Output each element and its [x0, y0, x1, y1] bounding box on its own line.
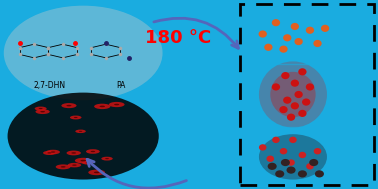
Ellipse shape	[71, 152, 76, 154]
Ellipse shape	[4, 6, 163, 100]
Ellipse shape	[74, 117, 77, 118]
Ellipse shape	[8, 93, 159, 180]
Ellipse shape	[259, 61, 327, 128]
Ellipse shape	[281, 159, 290, 166]
Ellipse shape	[289, 137, 297, 143]
Ellipse shape	[51, 151, 55, 153]
Ellipse shape	[259, 30, 267, 38]
Ellipse shape	[264, 44, 273, 51]
Ellipse shape	[43, 151, 56, 155]
Ellipse shape	[287, 167, 296, 174]
Ellipse shape	[35, 107, 46, 111]
Ellipse shape	[272, 83, 280, 91]
Ellipse shape	[272, 19, 280, 26]
Ellipse shape	[109, 102, 125, 107]
Ellipse shape	[114, 104, 119, 105]
Text: 180 °C: 180 °C	[144, 29, 211, 47]
Ellipse shape	[306, 83, 314, 91]
Ellipse shape	[56, 164, 71, 169]
Ellipse shape	[61, 103, 76, 108]
Ellipse shape	[287, 114, 295, 121]
Ellipse shape	[299, 152, 306, 158]
Ellipse shape	[82, 161, 93, 165]
Ellipse shape	[279, 106, 288, 113]
Ellipse shape	[313, 40, 322, 47]
Ellipse shape	[72, 164, 77, 166]
Ellipse shape	[75, 130, 86, 133]
Ellipse shape	[275, 170, 284, 177]
Text: PA: PA	[116, 81, 125, 90]
Ellipse shape	[315, 170, 324, 177]
Ellipse shape	[268, 163, 277, 170]
Ellipse shape	[91, 151, 95, 152]
Ellipse shape	[302, 98, 310, 106]
Ellipse shape	[283, 97, 291, 104]
Ellipse shape	[70, 115, 82, 119]
Ellipse shape	[309, 159, 318, 166]
Ellipse shape	[291, 102, 299, 109]
Ellipse shape	[86, 162, 90, 163]
Ellipse shape	[321, 25, 329, 32]
Text: 2,7-DHN: 2,7-DHN	[33, 81, 65, 90]
Ellipse shape	[283, 34, 291, 41]
Ellipse shape	[75, 158, 92, 163]
Ellipse shape	[298, 170, 307, 177]
Ellipse shape	[39, 108, 43, 109]
Ellipse shape	[279, 46, 288, 53]
Ellipse shape	[272, 137, 280, 143]
Ellipse shape	[281, 72, 290, 79]
Ellipse shape	[105, 158, 109, 159]
Ellipse shape	[68, 163, 81, 167]
Ellipse shape	[291, 80, 299, 87]
Ellipse shape	[306, 27, 314, 34]
Ellipse shape	[298, 110, 307, 117]
Ellipse shape	[306, 163, 314, 170]
Ellipse shape	[259, 134, 327, 180]
Ellipse shape	[87, 161, 90, 162]
Ellipse shape	[314, 148, 321, 154]
Ellipse shape	[83, 160, 94, 163]
Ellipse shape	[266, 156, 274, 162]
Ellipse shape	[46, 150, 60, 154]
Ellipse shape	[36, 109, 50, 114]
Ellipse shape	[88, 170, 105, 175]
Ellipse shape	[99, 106, 105, 107]
Ellipse shape	[101, 157, 113, 160]
Ellipse shape	[86, 149, 100, 154]
Ellipse shape	[81, 160, 86, 161]
Ellipse shape	[94, 104, 110, 109]
Ellipse shape	[67, 105, 71, 106]
Ellipse shape	[298, 68, 307, 75]
Ellipse shape	[47, 152, 51, 153]
Ellipse shape	[280, 148, 287, 154]
Ellipse shape	[60, 166, 66, 168]
Ellipse shape	[40, 111, 45, 112]
Ellipse shape	[294, 38, 303, 45]
Ellipse shape	[94, 172, 99, 173]
Ellipse shape	[291, 23, 299, 30]
Ellipse shape	[79, 131, 82, 132]
Ellipse shape	[67, 151, 81, 155]
Ellipse shape	[270, 72, 316, 117]
Ellipse shape	[294, 91, 303, 98]
Ellipse shape	[287, 159, 295, 166]
Ellipse shape	[259, 144, 266, 151]
